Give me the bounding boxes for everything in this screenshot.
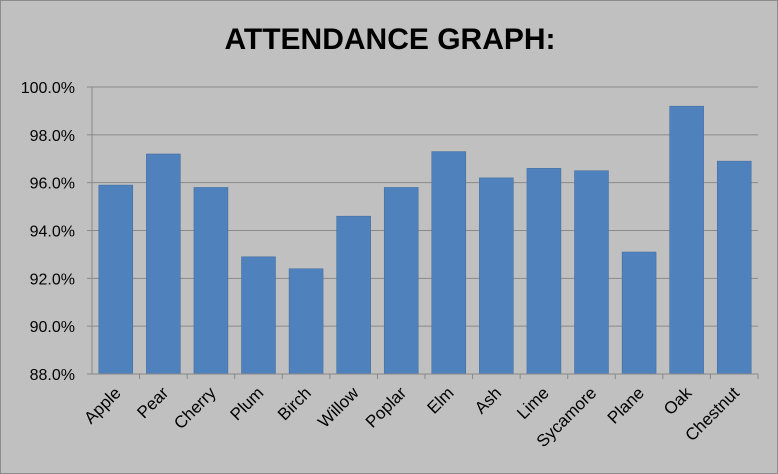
y-tick-label: 96.0%: [30, 176, 75, 193]
chart-title: ATTENDANCE GRAPH:: [224, 23, 556, 56]
bar-sycamore: [574, 170, 609, 375]
x-tick-label: Oak: [660, 383, 696, 419]
x-tick-label: Plum: [227, 383, 268, 424]
bars: [98, 105, 752, 375]
y-tick-label: 94.0%: [30, 224, 75, 241]
bar-elm: [431, 151, 467, 375]
bar-willow: [336, 215, 371, 375]
gridlines: [92, 86, 758, 375]
bar-poplar: [383, 187, 419, 375]
bar-lime: [526, 168, 562, 375]
axes: [87, 86, 759, 379]
bar-plane: [621, 251, 657, 375]
x-tick-label: Willow: [314, 383, 363, 432]
bar-pear: [146, 153, 181, 375]
bar-oak: [669, 105, 704, 375]
y-tick-label: 100.0%: [21, 80, 75, 97]
y-tick-labels: 88.0% 90.0% 92.0% 94.0% 96.0% 98.0% 100.0%: [21, 80, 75, 384]
x-tick-label: Apple: [80, 383, 124, 427]
x-tick-label: Pear: [133, 383, 172, 422]
x-tick-label: Poplar: [362, 383, 410, 431]
bar-ash: [479, 177, 514, 375]
bar-apple: [98, 184, 134, 375]
y-tick-label: 92.0%: [30, 271, 75, 288]
bar-plum: [241, 256, 276, 375]
x-tick-label: Lime: [513, 383, 552, 422]
y-tick-label: 98.0%: [30, 128, 75, 145]
bar-birch: [288, 268, 324, 375]
x-tick-label: Birch: [274, 383, 315, 424]
bar-cherry: [193, 187, 229, 375]
x-tick-label: Plane: [604, 383, 648, 427]
x-tick-label: Cherry: [170, 383, 220, 433]
y-tick-label: 88.0%: [30, 367, 75, 384]
x-tick-label: Elm: [423, 383, 457, 417]
bar-chestnut: [716, 160, 752, 375]
y-tick-label: 90.0%: [30, 319, 75, 336]
x-tick-label: Ash: [471, 383, 505, 417]
